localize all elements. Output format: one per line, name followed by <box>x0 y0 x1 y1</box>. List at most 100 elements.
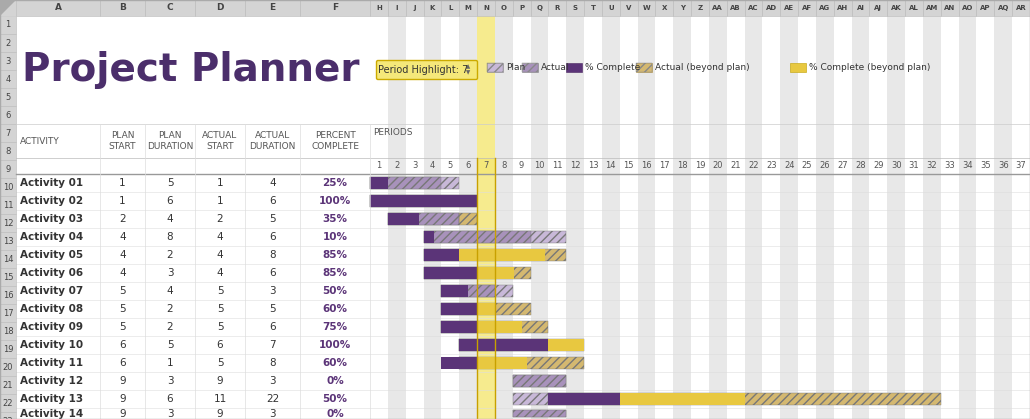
Bar <box>781 0 798 419</box>
Text: 8: 8 <box>5 147 10 155</box>
Bar <box>548 339 584 351</box>
Text: D: D <box>216 3 224 13</box>
Bar <box>370 195 477 207</box>
Text: 17: 17 <box>3 308 13 318</box>
Text: 6: 6 <box>167 394 173 404</box>
Text: AM: AM <box>926 5 938 11</box>
Bar <box>522 63 538 72</box>
Text: Plan: Plan <box>506 63 525 72</box>
Text: 5: 5 <box>5 93 10 101</box>
Text: 32: 32 <box>927 161 937 171</box>
Bar <box>691 0 709 16</box>
Text: 5: 5 <box>216 304 224 314</box>
Text: AG: AG <box>819 5 830 11</box>
Bar <box>441 303 477 316</box>
Bar <box>388 213 459 225</box>
Text: S: S <box>573 5 578 11</box>
Text: AJ: AJ <box>874 5 883 11</box>
Text: 21: 21 <box>3 380 13 390</box>
Bar <box>548 393 620 405</box>
Bar <box>816 0 833 16</box>
Bar <box>762 0 781 16</box>
Text: 8: 8 <box>269 250 276 260</box>
Text: 26: 26 <box>820 161 830 171</box>
Bar <box>0 88 16 106</box>
Text: AA: AA <box>713 5 723 11</box>
Text: 2: 2 <box>167 322 173 332</box>
Bar <box>459 249 566 261</box>
Bar <box>423 249 459 261</box>
Text: 35%: 35% <box>322 214 347 224</box>
Text: AE: AE <box>784 5 794 11</box>
Bar <box>638 0 655 16</box>
Bar <box>459 339 548 351</box>
Text: 18: 18 <box>677 161 687 171</box>
Bar <box>370 195 477 207</box>
Text: 9: 9 <box>216 376 224 386</box>
Text: 5: 5 <box>269 214 276 224</box>
Bar <box>0 214 16 232</box>
Bar <box>513 410 567 417</box>
Bar <box>869 0 887 16</box>
Text: 5: 5 <box>119 286 126 296</box>
Bar <box>513 393 620 405</box>
Bar <box>423 267 477 279</box>
Text: 0%: 0% <box>327 409 344 419</box>
Text: K: K <box>430 5 435 11</box>
Bar <box>620 0 638 16</box>
Bar <box>423 267 477 279</box>
Text: 5: 5 <box>216 322 224 332</box>
Bar <box>0 34 16 52</box>
Bar <box>0 412 16 419</box>
Bar <box>674 0 691 16</box>
Bar <box>370 195 477 207</box>
Text: B: B <box>119 3 126 13</box>
Text: 4: 4 <box>119 250 126 260</box>
Text: 23: 23 <box>766 161 777 171</box>
Text: V: V <box>626 5 631 11</box>
Bar <box>370 195 477 207</box>
Text: I: I <box>396 5 398 11</box>
Text: 15: 15 <box>3 272 13 282</box>
Bar <box>548 393 620 405</box>
Text: 3: 3 <box>167 376 173 386</box>
Bar <box>423 0 441 16</box>
Text: E: E <box>270 3 276 13</box>
Bar <box>441 285 513 297</box>
Text: J: J <box>413 5 416 11</box>
Text: 10: 10 <box>535 161 545 171</box>
Bar <box>459 213 477 225</box>
Text: R: R <box>554 5 560 11</box>
Bar <box>798 0 816 16</box>
Text: 4: 4 <box>216 268 224 278</box>
Bar <box>370 177 441 189</box>
Bar <box>459 357 477 369</box>
Text: Activity 04: Activity 04 <box>20 232 83 242</box>
Text: 14: 14 <box>3 254 13 264</box>
Bar <box>0 178 16 196</box>
Bar <box>441 321 477 333</box>
Text: 8: 8 <box>502 161 507 171</box>
Text: 13: 13 <box>588 161 598 171</box>
Bar <box>388 213 419 225</box>
Bar <box>790 63 806 72</box>
Text: 1: 1 <box>167 358 173 368</box>
Bar <box>745 0 762 16</box>
Bar <box>459 357 477 369</box>
Bar <box>477 321 548 333</box>
Text: Activity 02: Activity 02 <box>20 196 83 206</box>
Text: A: A <box>55 3 62 13</box>
Bar <box>655 0 674 16</box>
Text: 6: 6 <box>119 340 126 350</box>
Bar <box>816 0 833 419</box>
Text: 5: 5 <box>119 304 126 314</box>
Bar <box>459 357 477 369</box>
Text: 8: 8 <box>269 358 276 368</box>
Text: 6: 6 <box>269 196 276 206</box>
Text: 21: 21 <box>730 161 741 171</box>
Text: 2: 2 <box>167 250 173 260</box>
Bar <box>441 303 477 316</box>
Bar <box>16 0 100 16</box>
Text: Y: Y <box>680 5 685 11</box>
Bar <box>423 249 459 261</box>
